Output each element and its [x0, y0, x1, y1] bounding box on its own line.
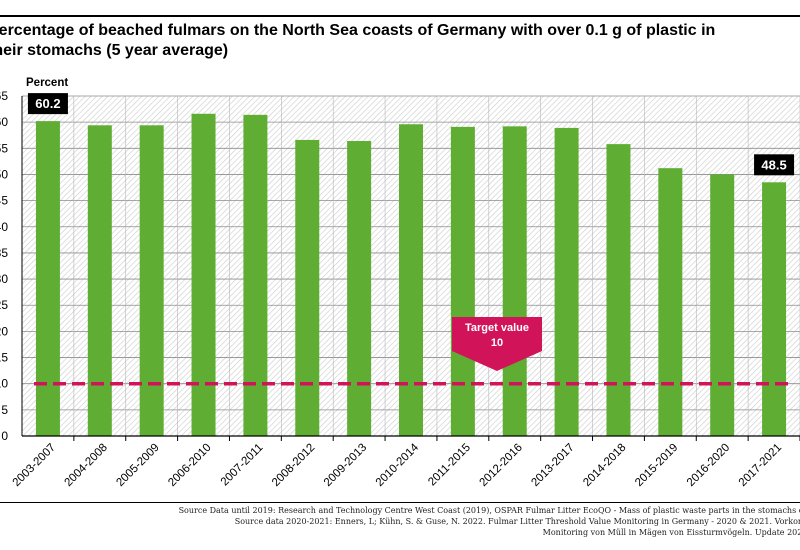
x-tick-label: 2006-2010 — [166, 442, 213, 489]
bar — [710, 174, 735, 436]
y-tick-label: 25 — [0, 298, 8, 312]
x-tick-label: 2005-2009 — [114, 442, 161, 489]
data-label-box — [754, 154, 795, 176]
y-tick-label: 60 — [0, 115, 8, 129]
y-tick-label: 30 — [0, 272, 8, 286]
target-label-value: 10 — [491, 337, 503, 349]
y-tick-label: 35 — [0, 246, 8, 260]
x-tick-label: 2008-2012 — [270, 442, 317, 489]
x-tick-label: 2009-2013 — [322, 442, 369, 489]
bar — [502, 126, 527, 436]
bar — [295, 139, 320, 436]
x-tick-label: 2007-2011 — [219, 442, 266, 489]
bar-chart: 0 5 10 15 20 25 30 35 40 45 50 55 60 65 2003-20072004… — [0, 77, 800, 489]
y-tick-label: 5 — [1, 403, 8, 417]
sources: Source Data until 2019: Research and Tec… — [80, 505, 800, 538]
data-labels: 60.2 48.5 — [27, 93, 795, 176]
source-line-1: Source Data until 2019: Research and Tec… — [178, 506, 800, 515]
bar — [450, 126, 475, 436]
footer-rule — [0, 502, 800, 503]
chart-title: Percentage of beached fulmars on the Nor… — [0, 21, 800, 61]
bar — [606, 144, 631, 436]
bar — [554, 127, 579, 437]
y-axis-title: Percent — [26, 77, 68, 89]
y-tick-label: 50 — [0, 167, 8, 181]
x-tick-label: 2011-2015 — [426, 442, 473, 489]
x-tick-label: 2016-2020 — [685, 442, 732, 489]
x-tick-label: 2003-2007 — [11, 442, 58, 489]
target-label: Target value — [465, 322, 529, 334]
data-label-box — [27, 93, 68, 115]
x-tick-label: 2014-2018 — [581, 442, 628, 489]
bar — [762, 182, 787, 436]
bar — [243, 114, 268, 436]
bar — [191, 113, 216, 437]
y-tick-label: 20 — [0, 324, 8, 338]
x-tick-label: 2004-2008 — [63, 442, 110, 489]
bar — [35, 121, 60, 436]
x-tick-label: 2010-2014 — [374, 441, 422, 489]
data-label: 48.5 — [761, 157, 786, 172]
y-tick-label: 65 — [0, 89, 8, 103]
bar — [399, 124, 423, 436]
bar — [139, 125, 164, 437]
target-callout: Target value 10 — [452, 317, 542, 371]
chart-title-line-1: Percentage of beached fulmars on the Nor… — [0, 22, 716, 39]
y-tick-label: 10 — [0, 377, 8, 391]
y-axis: 0 5 10 15 20 25 30 35 40 45 50 55 60 65 — [0, 89, 23, 443]
x-tick-label: 2015-2019 — [633, 442, 680, 489]
x-tick-label: 2012-2016 — [477, 442, 524, 489]
x-axis: 2003-2007 2004-2008 2005-2009 2006-2010 2007… — [11, 435, 800, 489]
bar — [347, 140, 372, 436]
x-tick-label: 2013-2017 — [529, 442, 576, 489]
data-label: 60.2 — [35, 96, 60, 111]
target-label-box — [452, 317, 542, 371]
chart-title-line-2: their stomachs (5 year average) — [0, 42, 229, 59]
y-tick-label: 55 — [0, 141, 8, 155]
y-tick-label: 0 — [1, 429, 8, 443]
bars — [35, 113, 787, 437]
bar — [87, 125, 112, 437]
x-tick-label: 2017-2021 — [737, 442, 784, 489]
source-line-2: Source data 2020-2021: Enners, L; Kühn, … — [234, 517, 800, 526]
y-tick-label: 45 — [0, 194, 8, 208]
bar — [658, 168, 683, 436]
y-tick-label: 40 — [0, 220, 8, 234]
y-tick-label: 15 — [0, 351, 8, 365]
title-rule — [0, 15, 800, 17]
source-line-3: Monitoring von Müll in Mägen von Eisstur… — [542, 528, 800, 537]
